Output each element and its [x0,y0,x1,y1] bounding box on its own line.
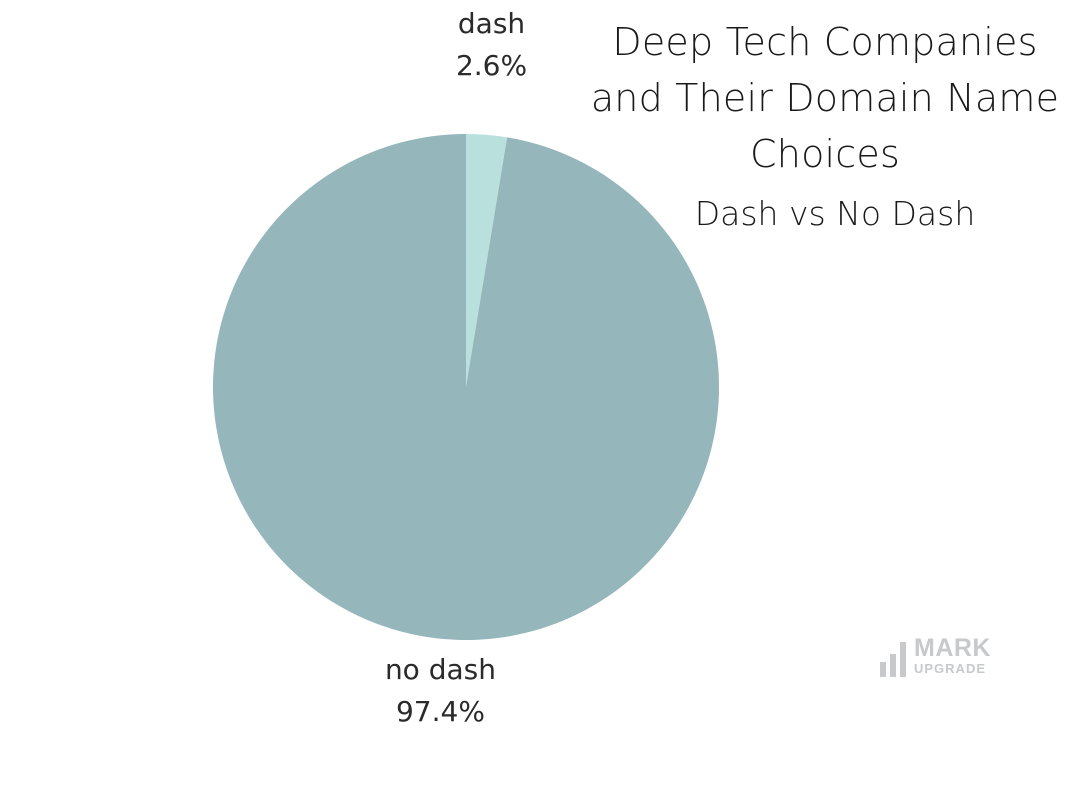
chart-title: Deep Tech Companies and Their Domain Nam… [590,14,1060,182]
chart-subtitle: Dash vs No Dash [694,194,976,233]
bar-chart-logo-icon [880,642,906,677]
slice-label-group-dash: dash 2.6% [456,7,527,82]
pie-slice-dash [466,134,508,387]
title-block: Deep Tech Companies and Their Domain Nam… [590,14,1060,238]
chart-title-line-1: Deep Tech Companies [612,20,1038,64]
slice-labels: dash 2.6% no dash 97.4% [385,7,527,728]
logo-word-upgrade: UPGRADE [914,661,987,676]
chart-title-line-2: and Their Domain Name [590,76,1060,120]
pie-slices [213,134,720,640]
slice-value-label: 2.6% [456,49,527,82]
pie-slice-no-dash [213,134,720,640]
chart-title-line-3: Choices [750,132,900,176]
logo-wordmark: MARK UPGRADE [914,634,991,676]
markupgrade-logo: MARK UPGRADE [876,636,1016,684]
slice-category-label: dash [458,7,525,40]
slice-label-group-no-dash: no dash 97.4% [385,653,496,728]
slice-category-label: no dash [385,653,496,686]
logo-word-mark: MARK [914,634,991,662]
slice-value-label: 97.4% [396,695,485,728]
